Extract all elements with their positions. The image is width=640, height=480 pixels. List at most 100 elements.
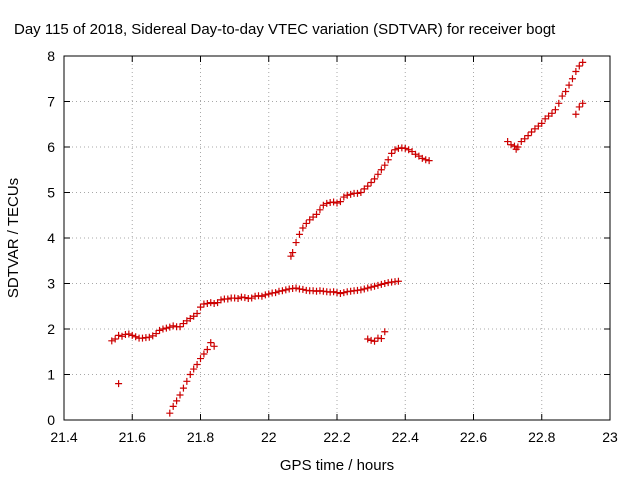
data-point xyxy=(186,371,194,378)
data-point xyxy=(538,119,546,127)
data-point xyxy=(193,360,201,368)
data-point xyxy=(299,285,307,293)
data-point xyxy=(364,284,372,292)
series-late-segment xyxy=(504,58,587,153)
data-point xyxy=(203,300,211,308)
data-point xyxy=(217,296,225,304)
data-point xyxy=(425,157,433,165)
chart-title: Day 115 of 2018, Sidereal Day-to-day VTE… xyxy=(14,21,556,38)
data-point xyxy=(248,294,256,302)
data-point xyxy=(367,283,375,291)
data-point xyxy=(145,333,153,341)
data-point xyxy=(510,142,518,150)
series-main-band xyxy=(108,277,402,345)
data-point xyxy=(579,58,587,66)
data-point xyxy=(575,103,583,111)
data-point xyxy=(169,322,177,330)
data-point xyxy=(381,280,389,287)
data-point xyxy=(565,81,573,89)
data-point xyxy=(111,335,119,343)
tick-labels: 21.4 21.6 21.8 22 22.2 22.4 22.6 22.8 2301234567… xyxy=(47,48,618,445)
data-point xyxy=(340,289,348,297)
data-point xyxy=(313,210,321,218)
data-point xyxy=(504,138,512,146)
data-markers xyxy=(108,58,587,417)
x-tick-label: 21.8 xyxy=(187,429,214,445)
x-tick-label: 22.4 xyxy=(392,429,419,445)
y-tick-label: 3 xyxy=(47,276,55,292)
data-point xyxy=(371,175,379,183)
data-point xyxy=(381,328,389,336)
data-point xyxy=(418,154,426,162)
data-point xyxy=(371,282,379,290)
data-point xyxy=(357,286,365,294)
data-point xyxy=(159,325,167,333)
data-point xyxy=(336,198,344,206)
data-point xyxy=(169,402,177,410)
data-point xyxy=(265,290,273,298)
data-point xyxy=(125,330,133,338)
data-point xyxy=(367,178,375,186)
y-tick-label: 8 xyxy=(47,48,55,64)
data-point xyxy=(562,87,570,95)
data-point xyxy=(234,295,242,303)
data-point xyxy=(258,292,266,300)
data-point xyxy=(521,135,529,143)
data-point xyxy=(319,201,327,209)
data-point xyxy=(374,281,382,289)
data-point xyxy=(200,350,208,358)
data-point xyxy=(524,132,532,140)
data-point xyxy=(302,219,310,227)
data-point xyxy=(152,330,160,338)
data-point xyxy=(115,331,123,339)
data-point xyxy=(384,156,392,164)
data-point xyxy=(353,189,361,197)
data-point xyxy=(197,355,204,363)
data-point xyxy=(292,239,300,247)
x-tick-label: 21.6 xyxy=(119,429,146,445)
data-point xyxy=(377,280,385,288)
data-point xyxy=(278,287,286,295)
data-point xyxy=(210,342,218,350)
series-isolated xyxy=(115,328,389,388)
data-point xyxy=(340,193,348,201)
data-point xyxy=(282,286,290,294)
data-point xyxy=(108,337,116,345)
data-point xyxy=(333,199,341,207)
data-point xyxy=(299,224,307,232)
data-point xyxy=(405,146,413,154)
x-tick-label: 21.4 xyxy=(50,429,77,445)
data-point xyxy=(224,295,232,303)
data-point xyxy=(173,397,181,405)
data-point xyxy=(330,198,338,206)
x-axis-label: GPS time / hours xyxy=(280,457,394,474)
data-point xyxy=(364,182,372,190)
data-point xyxy=(357,189,365,196)
data-point xyxy=(261,291,269,299)
data-point xyxy=(132,333,140,341)
y-tick-label: 0 xyxy=(47,412,55,428)
data-point xyxy=(528,128,536,136)
data-point xyxy=(156,326,164,334)
data-point xyxy=(394,277,402,285)
data-point xyxy=(347,190,355,198)
data-point xyxy=(316,206,324,214)
data-point xyxy=(374,170,382,178)
data-point xyxy=(391,146,399,154)
data-point xyxy=(272,289,280,297)
data-point xyxy=(575,62,583,70)
data-point xyxy=(555,99,563,107)
data-point xyxy=(179,384,187,392)
y-tick-label: 6 xyxy=(47,139,55,155)
data-point xyxy=(190,365,198,373)
x-tick-label: 22.8 xyxy=(528,429,555,445)
data-point xyxy=(166,409,174,417)
data-point xyxy=(289,249,297,257)
series-rising-branch-upper xyxy=(287,144,433,260)
x-tick-label: 22 xyxy=(261,429,277,445)
data-point xyxy=(176,391,184,399)
data-point xyxy=(210,300,218,308)
grid xyxy=(64,56,610,420)
data-point xyxy=(572,110,580,118)
